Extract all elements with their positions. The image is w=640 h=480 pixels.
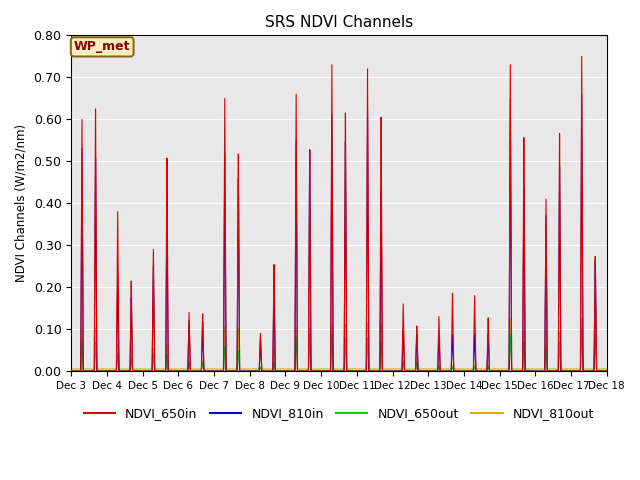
NDVI_650in — [578, 53, 586, 59]
NDVI_650in — [459, 368, 467, 374]
NDVI_810in — [578, 91, 586, 97]
NDVI_810out — [459, 366, 467, 372]
NDVI_650out — [580, 368, 588, 374]
Line: NDVI_650in: NDVI_650in — [71, 56, 607, 371]
Line: NDVI_650out: NDVI_650out — [71, 329, 607, 371]
NDVI_810in — [573, 368, 581, 374]
NDVI_650out — [250, 368, 257, 374]
NDVI_810in — [321, 368, 328, 374]
NDVI_810out — [573, 366, 581, 372]
NDVI_810out — [506, 316, 514, 322]
NDVI_650out — [459, 368, 467, 374]
Legend: NDVI_650in, NDVI_810in, NDVI_650out, NDVI_810out: NDVI_650in, NDVI_810in, NDVI_650out, NDV… — [79, 402, 599, 425]
NDVI_810in — [603, 368, 611, 374]
NDVI_810out — [580, 366, 588, 372]
NDVI_810out — [603, 366, 611, 372]
NDVI_810in — [580, 368, 588, 374]
Line: NDVI_810out: NDVI_810out — [71, 319, 607, 369]
Title: SRS NDVI Channels: SRS NDVI Channels — [265, 15, 413, 30]
NDVI_810in — [459, 368, 467, 374]
Text: WP_met: WP_met — [74, 40, 131, 53]
NDVI_810in — [67, 368, 75, 374]
NDVI_810out — [321, 366, 328, 372]
NDVI_810in — [250, 368, 257, 374]
NDVI_810out — [474, 366, 481, 372]
NDVI_650out — [67, 368, 75, 374]
NDVI_810in — [474, 368, 481, 374]
NDVI_650in — [573, 368, 581, 374]
NDVI_810out — [250, 366, 257, 372]
NDVI_650out — [578, 326, 586, 332]
NDVI_650out — [321, 368, 328, 374]
NDVI_650in — [67, 368, 75, 374]
NDVI_650in — [603, 368, 611, 374]
NDVI_650out — [603, 368, 611, 374]
NDVI_650out — [474, 368, 481, 374]
NDVI_650in — [321, 368, 328, 374]
NDVI_650out — [573, 368, 581, 374]
Line: NDVI_810in: NDVI_810in — [71, 94, 607, 371]
NDVI_650in — [250, 368, 257, 374]
NDVI_650in — [580, 368, 588, 374]
NDVI_810out — [67, 366, 75, 372]
NDVI_650in — [474, 368, 481, 374]
Y-axis label: NDVI Channels (W/m2/nm): NDVI Channels (W/m2/nm) — [15, 124, 28, 282]
